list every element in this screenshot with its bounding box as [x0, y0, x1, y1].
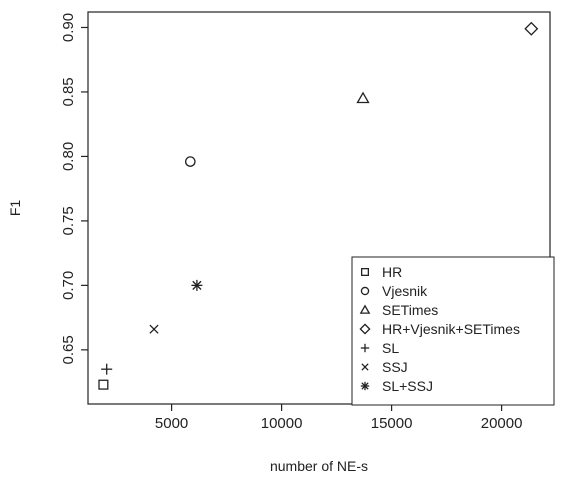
x-tick-label: 20000 [481, 415, 523, 432]
legend-marker-triangle [359, 304, 371, 314]
legend-label: SSJ [382, 359, 408, 375]
legend-item: HR+Vjesnik+SETimes [359, 321, 520, 337]
legend-marker-cross [361, 363, 369, 371]
data-point-diamond [524, 21, 539, 36]
x-tick-label: 15000 [371, 415, 413, 432]
data-point-circle [184, 156, 196, 167]
legend-box [351, 256, 555, 406]
y-axis-label: F1 [7, 200, 23, 217]
x-tick-label: 10000 [261, 415, 303, 432]
x-tick-label: 5000 [155, 415, 188, 432]
y-tick-label: 0.75 [60, 206, 77, 235]
y-tick-label: 0.85 [60, 77, 77, 106]
y-tick-label: 0.90 [60, 13, 77, 42]
data-point-square [98, 379, 109, 390]
y-tick-label: 0.80 [60, 142, 77, 171]
legend-marker-plus [360, 343, 370, 353]
legend-item: SSJ [361, 359, 408, 375]
data-point-plus [101, 363, 113, 375]
data-points [98, 21, 539, 390]
data-point-triangle [356, 91, 370, 104]
y-tick-label: 0.70 [60, 271, 77, 300]
legend-marker-diamond [359, 323, 371, 335]
x-axis: 5000 10000 15000 20000 [155, 404, 523, 432]
legend-label: SL+SSJ [382, 378, 433, 394]
legend-label: SETimes [382, 302, 438, 318]
y-axis: 0.65 0.70 0.75 0.80 0.85 0.90 [60, 13, 88, 364]
legend-item: Vjesnik [360, 283, 428, 299]
legend-label: Vjesnik [382, 283, 428, 299]
legend-label: HR [382, 264, 402, 280]
legend-marker-square [360, 267, 370, 277]
legend-label: SL [382, 340, 399, 356]
y-tick-label: 0.65 [60, 335, 77, 364]
legend-item: HR [360, 264, 402, 280]
legend-item: SETimes [359, 302, 438, 318]
plot-frame [87, 11, 551, 405]
legend-item: SL [360, 340, 399, 356]
x-axis-label: number of NE-s [270, 458, 368, 474]
legend-marker-circle [360, 286, 370, 296]
data-point-cross [149, 324, 159, 334]
legend-marker-asterisk [360, 381, 370, 391]
data-point-asterisk [191, 279, 203, 291]
legend-label: HR+Vjesnik+SETimes [382, 321, 520, 337]
legend-item: SL+SSJ [360, 378, 433, 394]
legend: HR Vjesnik SETimes HR+Vjesnik+SETimes SL SSJ S… [351, 256, 555, 406]
